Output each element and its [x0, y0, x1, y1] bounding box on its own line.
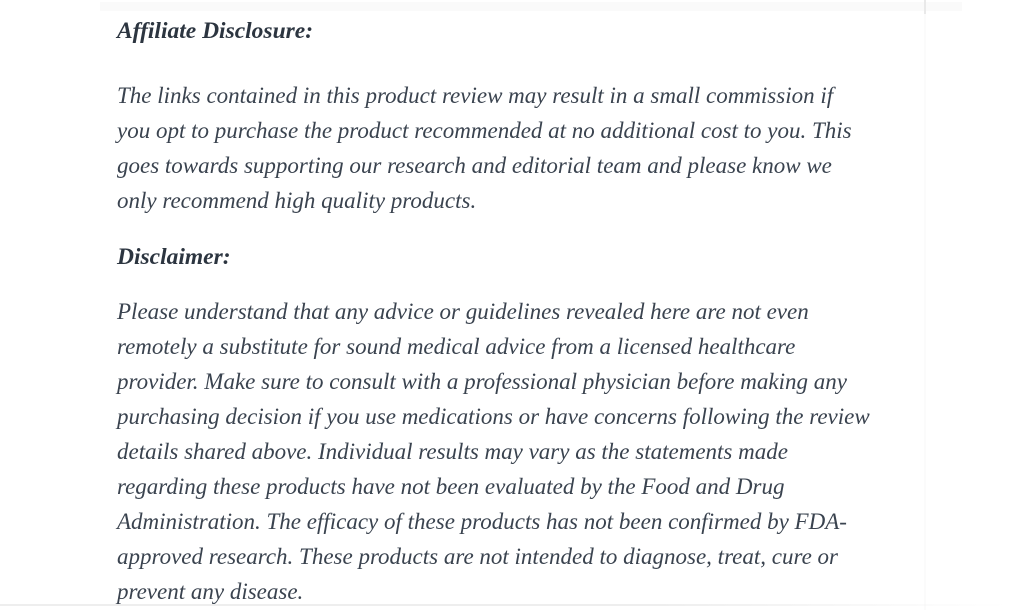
- affiliate-disclosure-paragraph: The links contained in this product revi…: [117, 83, 852, 213]
- disclosure-article: Affiliate Disclosure: The links containe…: [117, 14, 1017, 609]
- right-edge-seam: [924, 0, 926, 610]
- disclaimer-paragraph: Please understand that any advice or gui…: [117, 299, 870, 604]
- bottom-divider: [0, 604, 1008, 606]
- disclaimer-heading: Disclaimer:: [117, 244, 231, 270]
- affiliate-disclosure-heading: Affiliate Disclosure:: [117, 18, 314, 44]
- top-edge-artifact: [100, 2, 962, 11]
